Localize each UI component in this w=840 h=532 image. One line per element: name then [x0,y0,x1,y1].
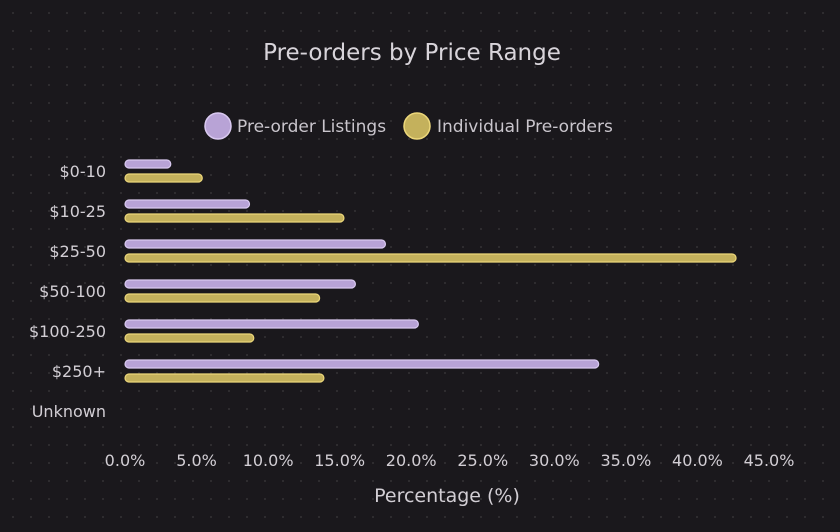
category-label: Unknown [32,402,106,421]
bar-individual[interactable] [124,333,255,343]
legend-item-individual[interactable]: Individual Pre-orders [403,112,613,140]
legend-swatch-listings [204,112,232,140]
bar-individual[interactable] [124,373,325,383]
x-tick-labels: 0.0% 5.0% 10.0% 15.0% 20.0% 25.0% 30.0% 35.0% 40… [105,451,795,470]
category-labels: $0-10 $10-25 $25-50 $50-100 $100-250 $250+ Unk… [29,162,106,421]
legend-label-listings: Pre-order Listings [237,117,386,137]
bars [124,159,737,383]
x-tick-label: 15.0% [314,451,365,470]
bar-individual[interactable] [124,253,737,263]
bar-listings[interactable] [124,319,419,329]
legend: Pre-order Listings Individual Pre-orders [204,112,613,140]
x-tick-label: 5.0% [176,451,217,470]
bar-listings[interactable] [124,239,387,249]
x-tick-label: 25.0% [457,451,508,470]
category-label: $250+ [52,362,106,381]
legend-item-listings[interactable]: Pre-order Listings [204,112,386,140]
category-label: $50-100 [39,282,106,301]
bar-listings[interactable] [124,359,600,369]
category-label: $25-50 [49,242,106,261]
x-tick-label: 40.0% [672,451,723,470]
x-tick-label: 35.0% [600,451,651,470]
category-label: $100-250 [29,322,106,341]
x-tick-label: 0.0% [105,451,146,470]
x-tick-label: 30.0% [529,451,580,470]
legend-label-individual: Individual Pre-orders [437,117,613,137]
bar-listings[interactable] [124,159,172,169]
bar-listings[interactable] [124,279,357,289]
legend-swatch-individual [403,112,431,140]
x-tick-label: 20.0% [386,451,437,470]
bar-individual[interactable] [124,293,321,303]
bar-listings[interactable] [124,199,251,209]
bar-individual[interactable] [124,173,203,183]
chart-title: Pre-orders by Price Range [263,40,561,66]
x-axis-title: Percentage (%) [374,485,520,507]
x-tick-label: 45.0% [744,451,795,470]
category-label: $0-10 [60,162,107,181]
x-tick-label: 10.0% [243,451,294,470]
bar-individual[interactable] [124,213,345,223]
category-label: $10-25 [49,202,106,221]
